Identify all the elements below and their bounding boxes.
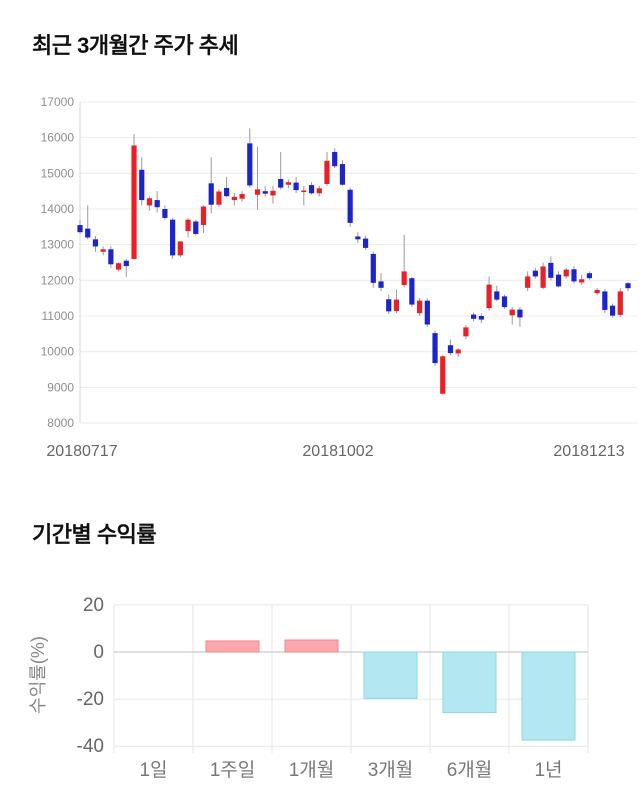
svg-text:17000: 17000 [41,95,75,109]
period-return-title: 기간별 수익률 [32,522,157,547]
svg-text:3개월: 3개월 [368,759,414,781]
svg-text:11000: 11000 [42,309,75,323]
svg-text:14000: 14000 [41,202,75,216]
svg-text:-40: -40 [77,736,104,757]
price-trend-title: 최근 3개월간 주가 추세 [32,33,239,58]
price-candlestick-chart: 17000 16000 15000 14000 13000 12000 11000 10000… [41,95,637,460]
returns-bar-chart: 20 0 -20 -40 수익률(%) 1일 1주일 1개월 3개월 6개월 1년 [28,595,589,781]
svg-text:1개월: 1개월 [289,759,335,781]
svg-text:15000: 15000 [41,166,75,180]
svg-text:-20: -20 [77,689,104,710]
svg-text:20180717: 20180717 [46,443,117,460]
svg-text:8000: 8000 [47,416,74,430]
svg-text:10000: 10000 [41,345,75,359]
svg-text:13000: 13000 [41,238,75,252]
svg-text:수익률(%): 수익률(%) [28,636,48,714]
svg-text:1일: 1일 [139,759,167,781]
svg-text:9000: 9000 [47,380,74,394]
svg-text:12000: 12000 [41,273,75,287]
svg-text:1년: 1년 [534,759,562,781]
svg-text:1주일: 1주일 [210,759,256,781]
svg-text:16000: 16000 [41,131,75,145]
svg-text:20: 20 [83,595,104,616]
svg-text:0: 0 [93,642,104,663]
svg-text:20181213: 20181213 [553,443,624,460]
svg-text:6개월: 6개월 [447,759,493,781]
svg-text:20181002: 20181002 [302,443,373,460]
